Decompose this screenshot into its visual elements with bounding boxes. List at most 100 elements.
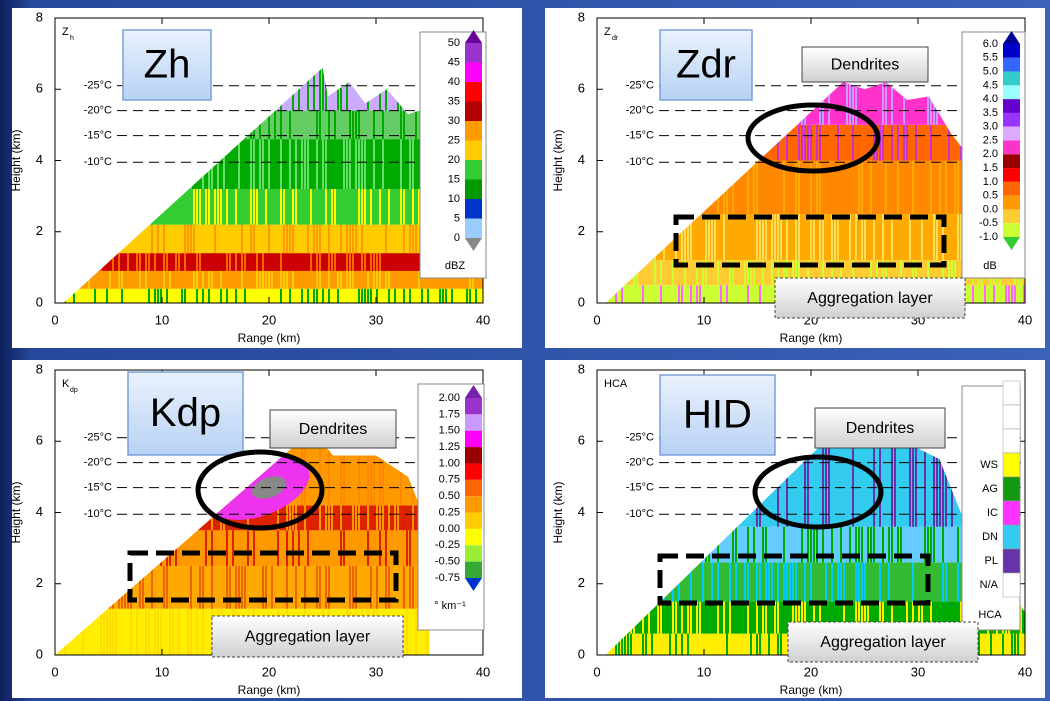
y-tick-label: 6 — [36, 81, 43, 96]
radar-stripe — [771, 214, 773, 260]
radar-stripe — [777, 562, 779, 601]
colorbar-label: 5 — [454, 212, 460, 224]
radar-stripe — [100, 609, 102, 655]
radar-stripe — [864, 562, 866, 601]
y-tick-label: 8 — [578, 9, 585, 24]
radar-stripe — [226, 289, 228, 303]
legend-label: WS — [980, 459, 998, 471]
colorbar-segment — [465, 545, 482, 561]
radar-stripe — [139, 253, 141, 271]
corner-label: HCA — [604, 378, 628, 390]
y-axis-label: Height (km) — [551, 129, 565, 191]
radar-stripe — [759, 562, 761, 601]
radar-stripe — [328, 289, 330, 303]
radar-stripe — [912, 562, 914, 601]
radar-stripe — [364, 189, 366, 225]
radar-stripe — [403, 566, 405, 609]
radar-stripe — [370, 189, 372, 225]
colorbar-segment — [1003, 44, 1020, 58]
radar-stripe — [1011, 285, 1013, 303]
colorbar-segment — [1003, 127, 1020, 141]
radar-stripe — [259, 271, 261, 289]
radar-stripe — [286, 225, 288, 254]
radar-stripe — [630, 634, 632, 655]
radar-stripe — [415, 609, 417, 655]
radar-stripe — [208, 189, 210, 225]
radar-stripe — [316, 139, 318, 189]
radar-stripe — [325, 505, 327, 530]
radar-stripe — [400, 139, 402, 189]
radar-stripe — [373, 139, 375, 189]
x-tick-label: 20 — [262, 312, 276, 327]
radar-stripe — [295, 189, 297, 225]
radar-stripe — [334, 189, 336, 225]
colorbar-label: 1.0 — [983, 176, 998, 188]
radar-stripe — [933, 527, 935, 563]
x-tick-label: 40 — [1018, 664, 1032, 679]
radar-stripe — [349, 225, 351, 254]
legend-swatch — [1003, 549, 1020, 573]
radar-stripe — [759, 214, 761, 260]
radar-stripe — [136, 253, 138, 271]
radar-stripe — [897, 125, 899, 161]
radar-stripe — [145, 271, 147, 289]
radar-stripe — [672, 602, 674, 634]
panel: 01020304002468Range (km)Height (km)Zh-25… — [9, 8, 522, 348]
radar-stripe — [735, 562, 737, 601]
radar-stripe — [882, 214, 884, 260]
legend-swatch — [1003, 453, 1020, 477]
radar-stripe — [199, 253, 201, 271]
radar-stripe — [756, 161, 758, 214]
x-axis-label: Range (km) — [238, 331, 301, 345]
y-tick-label: 6 — [578, 433, 585, 448]
radar-stripe — [427, 289, 429, 303]
radar-stripe — [319, 566, 321, 609]
radar-stripe — [322, 139, 324, 189]
radar-stripe — [675, 634, 677, 655]
radar-stripe — [810, 562, 812, 601]
radar-stripe — [340, 271, 342, 289]
panel: 01020304002468Range (km)Height (km)Zdr-2… — [545, 8, 1045, 348]
radar-stripe — [220, 189, 222, 225]
radar-stripe — [220, 271, 222, 289]
radar-stripe — [756, 602, 758, 634]
radar-stripe — [789, 562, 791, 601]
radar-stripe — [388, 289, 390, 303]
temperature-label: -10°C — [84, 156, 112, 168]
x-axis-label: Range (km) — [780, 331, 843, 345]
colorbar-segment — [1003, 85, 1020, 99]
radar-stripe — [301, 139, 303, 189]
corner-label: Z — [62, 26, 69, 38]
radar-stripe — [756, 634, 758, 655]
legend-swatch — [1003, 525, 1020, 549]
radar-stripe — [106, 289, 108, 303]
radar-stripe — [109, 609, 111, 655]
panel-title: HID — [683, 393, 752, 437]
radar-stripe — [451, 289, 453, 303]
radar-stripe — [202, 289, 204, 303]
x-tick-label: 30 — [369, 664, 383, 679]
radar-stripe — [379, 189, 381, 225]
temperature-label: -10°C — [626, 156, 654, 168]
radar-stripe — [364, 139, 366, 189]
radar-stripe — [993, 285, 995, 303]
radar-stripe — [328, 225, 330, 254]
radar-stripe — [340, 225, 342, 254]
radar-stripe — [651, 634, 653, 655]
radar-stripe — [109, 271, 111, 289]
radar-stripe — [421, 289, 423, 303]
radar-stripe — [319, 271, 321, 289]
x-tick-label: 10 — [697, 312, 711, 327]
radar-stripe — [292, 225, 294, 254]
radar-stripe — [765, 602, 767, 634]
radar-stripe — [193, 189, 195, 225]
radar-stripe — [385, 530, 387, 566]
radar-stripe — [831, 562, 833, 601]
radar-stripe — [855, 214, 857, 260]
radar-stripe — [837, 562, 839, 601]
colorbar-label: 2.00 — [439, 392, 460, 404]
radar-stripe — [364, 253, 366, 271]
radar-stripe — [298, 530, 300, 566]
radar-stripe — [358, 289, 360, 303]
radar-stripe — [855, 562, 857, 601]
